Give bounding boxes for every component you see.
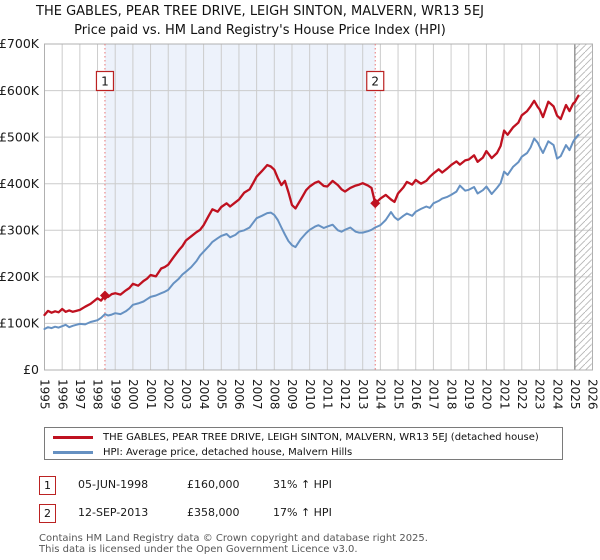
ownership-period-band: [104, 44, 376, 370]
sale-2-date: 12-SEP-2013: [78, 506, 149, 519]
x-axis-tick-label: 2005: [214, 379, 228, 410]
legend-label-property: THE GABLES, PEAR TREE DRIVE, LEIGH SINTO…: [103, 431, 539, 443]
x-axis-tick-label: 2017: [427, 379, 441, 410]
x-axis-tick-label: 2018: [444, 379, 458, 410]
property-line-swatch: [53, 435, 93, 439]
x-axis-tick-label: 2013: [356, 379, 370, 410]
x-axis-tick-label: 2008: [268, 379, 282, 410]
sale-2-hpi-delta: 17% ↑ HPI: [273, 506, 332, 519]
y-axis-tick-label: £600K: [0, 83, 40, 98]
licence-line: This data is licensed under the Open Gov…: [39, 544, 358, 555]
x-axis-tick-label: 2022: [515, 379, 529, 410]
x-axis-tick-label: 2019: [462, 379, 476, 410]
x-axis-tick-label: 2014: [374, 379, 388, 410]
x-axis-tick-label: 1998: [91, 379, 105, 410]
y-axis-tick-label: £200K: [0, 269, 40, 284]
x-axis-tick-label: 1999: [108, 379, 122, 410]
legend-label-hpi: HPI: Average price, detached house, Malv…: [103, 446, 353, 458]
x-axis-tick-label: 2025: [568, 379, 582, 410]
x-axis-tick-label: 2007: [250, 379, 264, 410]
x-axis-tick-label: 2023: [533, 379, 547, 410]
x-axis-tick-label: 1996: [55, 379, 69, 410]
x-axis-tick-label: 2012: [338, 379, 352, 410]
x-axis-tick-label: 2021: [497, 379, 511, 410]
x-axis-tick-label: 2020: [480, 379, 494, 410]
sale-1-hpi-delta: 31% ↑ HPI: [273, 478, 332, 491]
sale-2-price: £358,000: [187, 506, 240, 519]
x-axis-tick-label: 1995: [38, 379, 52, 410]
property-price-line: [43, 94, 580, 317]
x-axis-tick-label: 2001: [144, 379, 158, 410]
y-axis-tick-label: £500K: [0, 129, 40, 144]
x-axis-tick-label: 2011: [321, 379, 335, 410]
sale-number-label: 1: [101, 75, 109, 89]
x-axis-tick-label: 2002: [161, 379, 175, 410]
y-axis-tick-label: £100K: [0, 316, 40, 331]
x-axis-tick-label: 2016: [409, 379, 423, 410]
x-axis-tick-label: 2006: [232, 379, 246, 410]
x-axis-tick-label: 2003: [179, 379, 193, 410]
y-axis-tick-label: £300K: [0, 222, 40, 237]
y-axis-tick-label: £400K: [0, 176, 40, 191]
y-axis-tick-label: £700K: [0, 36, 40, 51]
x-axis-tick-label: 2026: [586, 379, 600, 410]
x-axis-tick-label: 1997: [73, 379, 87, 410]
sale-point-marker: [99, 290, 110, 301]
future-hatch-region: [574, 44, 593, 370]
sale-annotation-row: 2 12-SEP-2013 £358,000 17% ↑ HPI: [0, 504, 600, 524]
sale-2-number-badge: 2: [39, 504, 56, 523]
x-axis-tick-label: 2004: [197, 379, 211, 410]
chart-title: THE GABLES, PEAR TREE DRIVE, LEIGH SINTO…: [36, 4, 484, 19]
hpi-line-swatch: [53, 450, 93, 454]
x-axis-tick-label: 2000: [126, 379, 140, 410]
sale-1-date: 05-JUN-1998: [78, 478, 149, 491]
legend-item-property: THE GABLES, PEAR TREE DRIVE, LEIGH SINTO…: [53, 429, 539, 445]
sale-1-price: £160,000: [187, 478, 240, 491]
x-axis-tick-label: 2009: [285, 379, 299, 410]
sale-1-number-badge: 1: [39, 476, 56, 495]
x-axis-tick-label: 2024: [550, 379, 564, 410]
sale-number-label: 2: [371, 75, 379, 89]
price-history-chart: 1 2 £0 £100K £200K £300K £400K £500K £600K £700K 1…: [0, 36, 600, 410]
sale-number-box: [95, 70, 115, 92]
chart-subtitle: Price paid vs. HM Land Registry's House …: [74, 23, 446, 38]
y-axis-tick-label: £0: [23, 362, 39, 377]
legend: THE GABLES, PEAR TREE DRIVE, LEIGH SINTO…: [44, 427, 563, 460]
x-axis-tick-label: 2015: [391, 379, 405, 410]
x-axis-tick-label: 2010: [303, 379, 317, 410]
legend-item-hpi: HPI: Average price, detached house, Malv…: [53, 444, 352, 460]
sale-point-marker: [370, 198, 381, 209]
sale-annotation-row: 1 05-JUN-1998 £160,000 31% ↑ HPI: [0, 476, 600, 496]
copyright-line: Contains HM Land Registry data © Crown c…: [39, 533, 428, 544]
hpi-line: [43, 133, 580, 330]
sale-number-box: [366, 70, 385, 92]
